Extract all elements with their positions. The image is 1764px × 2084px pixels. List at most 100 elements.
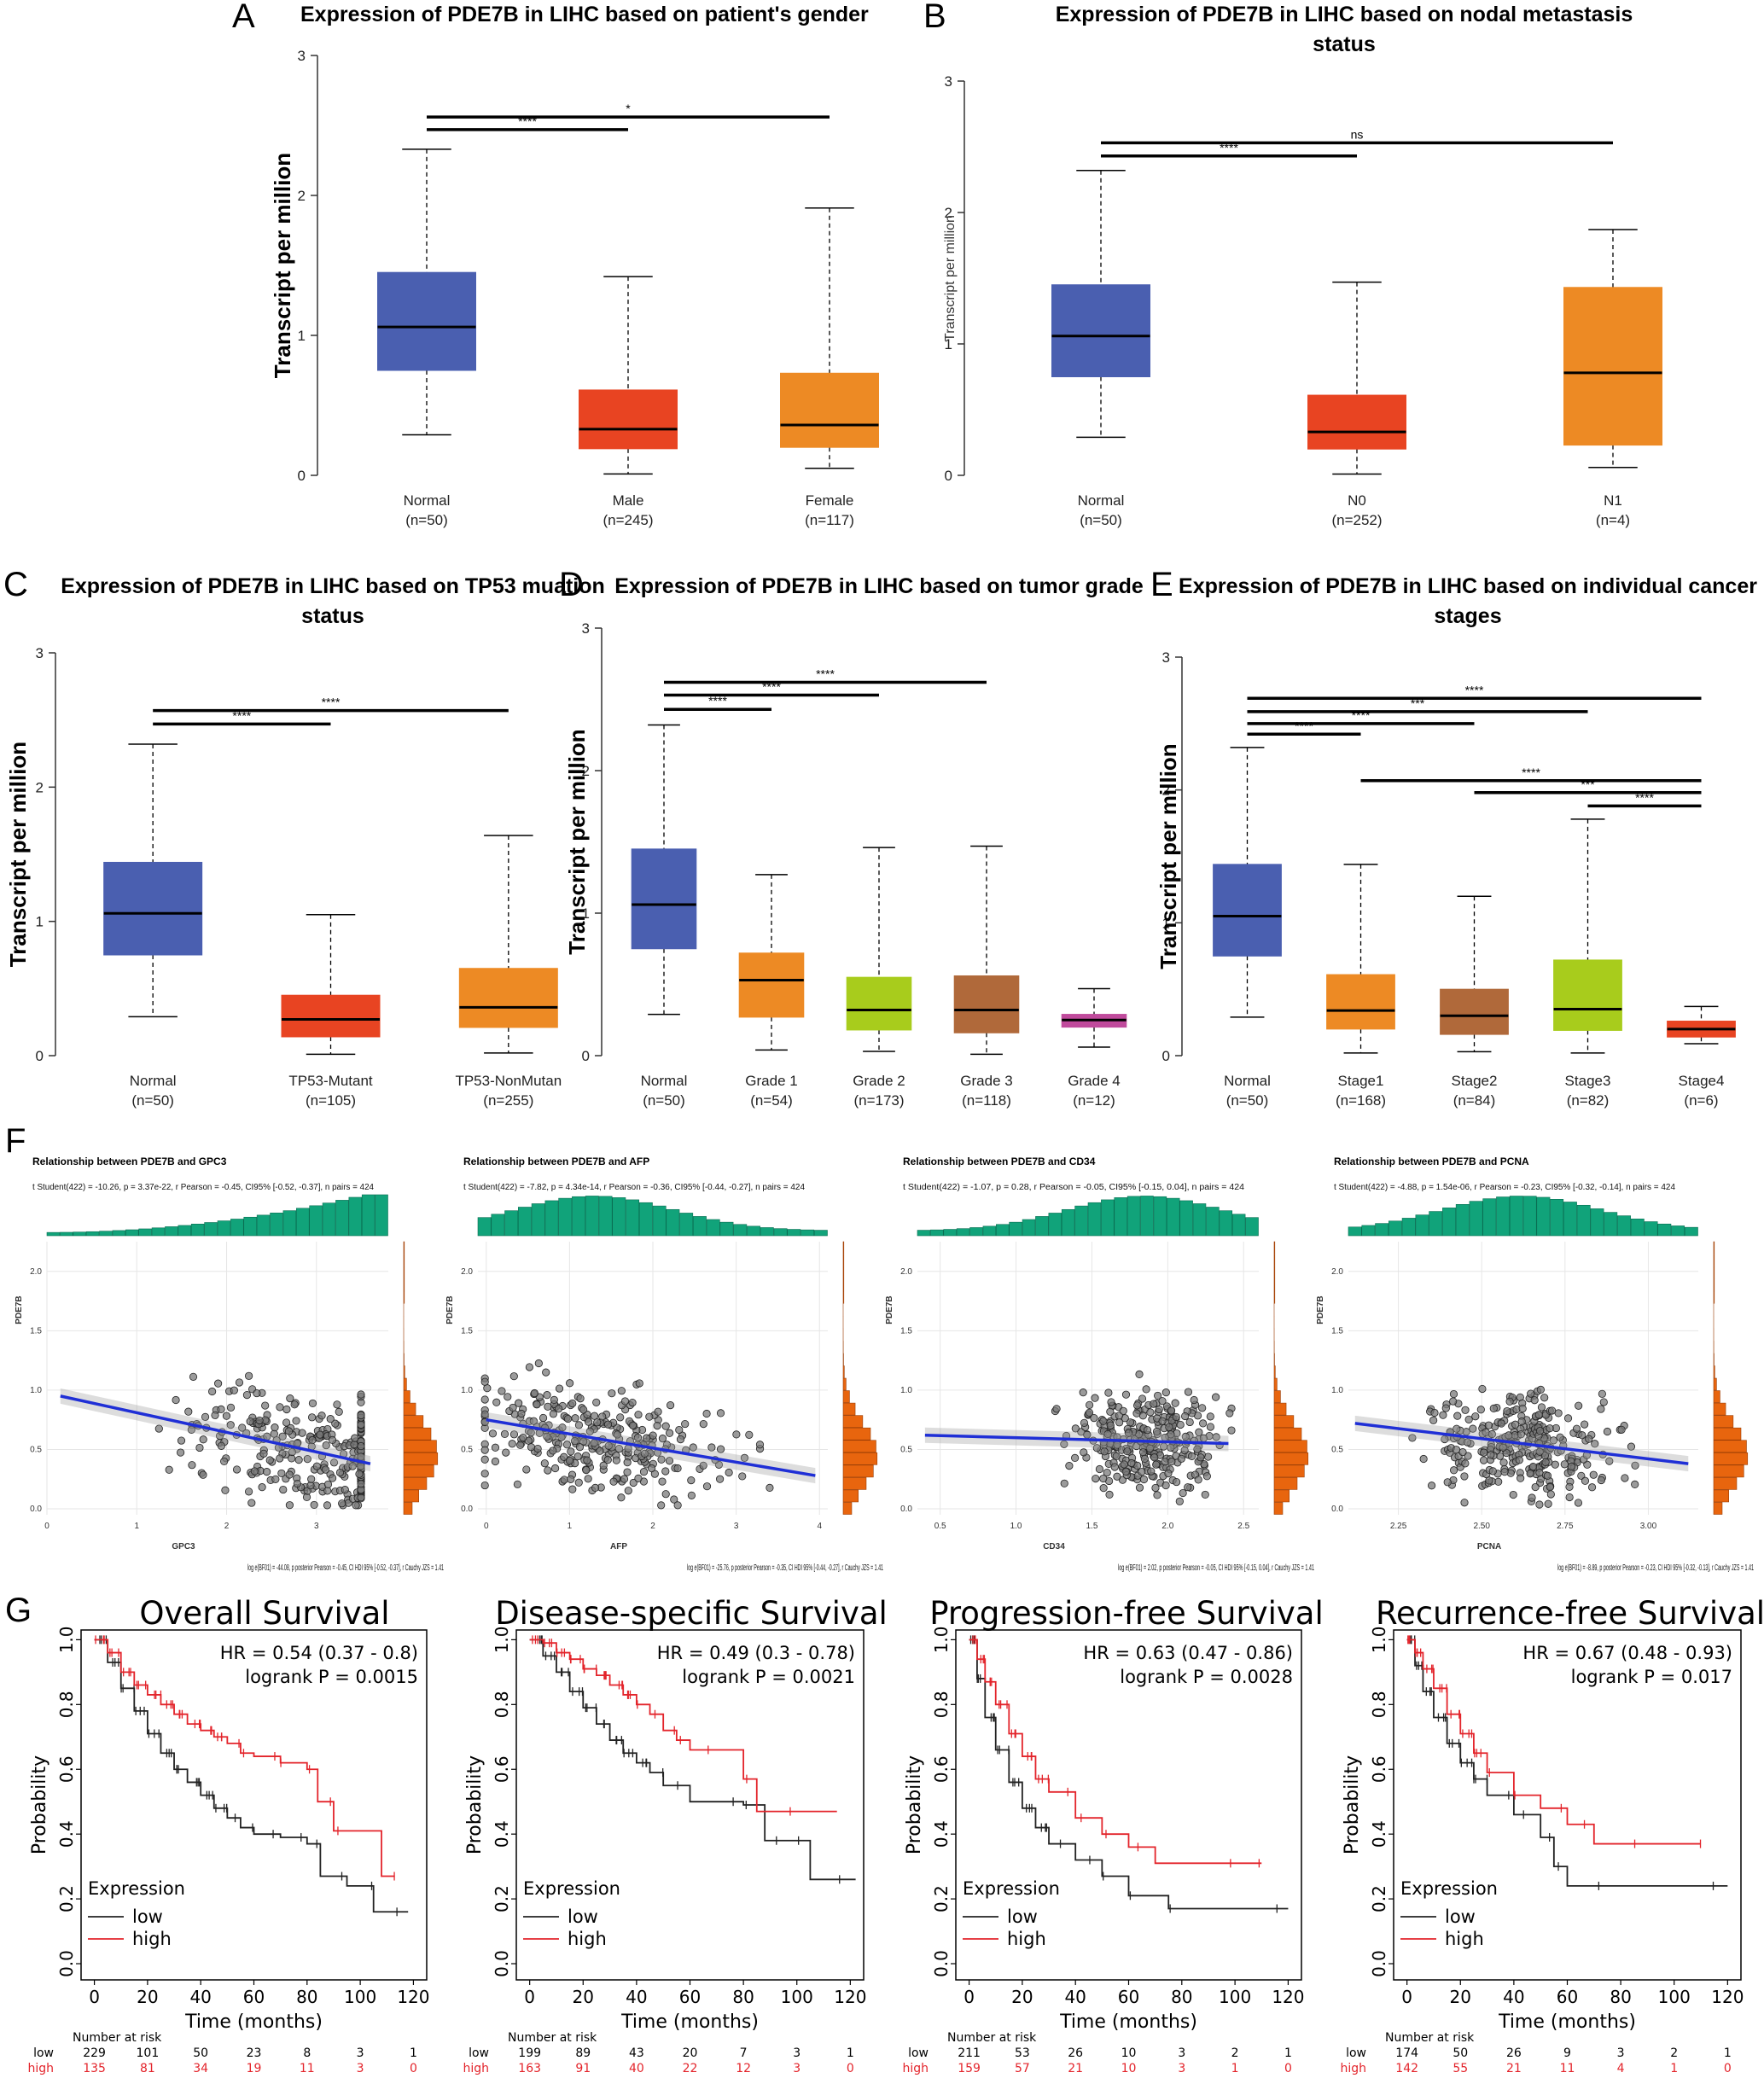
histogram-bar (1348, 1226, 1362, 1237)
risk-count-high: 3 (793, 2062, 800, 2075)
scatter-point (657, 1501, 666, 1510)
histogram-bar (930, 1229, 944, 1237)
y-tick-label: 1.0 (492, 1626, 512, 1653)
scatter-point (1196, 1453, 1205, 1462)
scatter-point (1194, 1476, 1202, 1484)
scatter-point (1535, 1427, 1545, 1435)
scatter-point (250, 1467, 259, 1476)
histogram-bar (693, 1216, 707, 1237)
scatter-point (1161, 1481, 1170, 1490)
survival-curve-high (94, 1639, 395, 1877)
scatter-point (282, 1405, 291, 1414)
scatter-point (351, 1434, 359, 1442)
histogram-bar (1273, 1254, 1276, 1266)
histogram-bar (1231, 1214, 1246, 1237)
scatter-point (1563, 1414, 1573, 1423)
scatter-point (658, 1435, 667, 1443)
scatter-point (1195, 1428, 1203, 1436)
scatter-point (1489, 1404, 1498, 1412)
y-tick-label: 0 (36, 1048, 44, 1064)
scatter-point (1146, 1408, 1155, 1417)
y-tick-label: 0.0 (931, 1950, 952, 1977)
scatter-point (1499, 1443, 1507, 1452)
y-tick-label: 0.2 (56, 1885, 77, 1912)
histogram-bar (1713, 1402, 1726, 1416)
scatter-point (1591, 1440, 1599, 1448)
scatter-point (1193, 1445, 1202, 1453)
scatter-point (1110, 1463, 1119, 1471)
scatter-point (1430, 1408, 1439, 1417)
scatter-point (1587, 1483, 1597, 1492)
risk-count-low: 2 (1231, 2046, 1239, 2060)
histogram-bar (1101, 1199, 1115, 1237)
scatter-point (1161, 1458, 1169, 1466)
x-axis-label: AFP (610, 1542, 627, 1551)
scatter-point (1119, 1406, 1127, 1415)
scatter-point (634, 1474, 643, 1482)
x-category-label: Normal (1224, 1073, 1271, 1089)
histogram-bar (1469, 1201, 1483, 1237)
legend-title: Expression (88, 1878, 185, 1899)
x-tick-label: 40 (189, 1987, 211, 2007)
x-category-n: (n=168) (1336, 1092, 1386, 1109)
x-category-label: Female (806, 492, 854, 509)
scatter-point (1499, 1458, 1508, 1467)
scatter-title: Relationship between PDE7B and AFP (463, 1156, 649, 1167)
scatter-point (687, 1476, 696, 1485)
scatter-point (513, 1480, 522, 1488)
scatter-point (323, 1501, 332, 1510)
risk-count-high: 1 (1231, 2062, 1239, 2075)
scatter-point (1631, 1461, 1639, 1470)
risk-count-high: 0 (847, 2062, 854, 2075)
y-tick-label: 1.0 (461, 1386, 473, 1395)
histogram-bar (800, 1229, 815, 1237)
scatter-point (504, 1393, 512, 1401)
scatter-point (1123, 1447, 1132, 1456)
y-tick-label: 2.0 (461, 1267, 473, 1277)
x-tick-label: 0.5 (934, 1522, 946, 1531)
scatter-point (1469, 1424, 1477, 1433)
survival-curve-high (969, 1639, 1262, 1865)
scatter-point (292, 1417, 300, 1425)
histogram-bar (1713, 1365, 1715, 1378)
risk-count-low: 53 (1015, 2046, 1030, 2060)
scatter-point (154, 1424, 163, 1433)
x-category-label: Grade 1 (745, 1073, 797, 1089)
scatter-point (1181, 1432, 1190, 1441)
x-tick-label: 1 (134, 1522, 139, 1531)
marginal-histogram-top (917, 1196, 1259, 1237)
x-tick-label: 1 (568, 1522, 573, 1531)
scatter-point (1565, 1493, 1574, 1502)
scatter-point (585, 1427, 594, 1435)
scatter-point (558, 1423, 567, 1432)
histogram-bar (1114, 1197, 1127, 1237)
x-tick-label: 60 (243, 1987, 265, 2007)
x-tick-label: 3 (314, 1522, 319, 1531)
y-tick-label: 0.5 (1331, 1445, 1343, 1454)
km-title: Recurrence-free Survival (1376, 1595, 1764, 1632)
x-axis-label: PCNA (1477, 1542, 1501, 1551)
scatter-bayes: log e(BF01) = -44.08, p posterior Pearso… (247, 1563, 444, 1573)
x-category-label: Male (613, 492, 644, 509)
scatter-point (640, 1449, 649, 1458)
scatter-point (666, 1401, 675, 1410)
scatter-point (308, 1399, 317, 1408)
histogram-bar (403, 1489, 419, 1503)
y-tick-label: 1.0 (900, 1386, 912, 1395)
y-axis-label: Transcript per million (5, 742, 31, 967)
scatter-point (740, 1453, 749, 1462)
scatter-point (321, 1465, 330, 1474)
scatter-point (1453, 1412, 1462, 1420)
histogram-bar (518, 1207, 532, 1237)
histogram-bar (842, 1266, 845, 1279)
scatter-point (623, 1458, 632, 1467)
histogram-bar (1361, 1225, 1376, 1237)
x-tick-label: 80 (732, 1987, 754, 2007)
scatter-point (616, 1413, 625, 1422)
histogram-bar (1442, 1208, 1456, 1237)
scatter-point (1527, 1389, 1535, 1398)
scatter-point (1115, 1418, 1124, 1427)
y-tick-label: 0.4 (56, 1820, 77, 1848)
histogram-bar (1536, 1196, 1551, 1237)
y-tick-label: 2 (1162, 783, 1170, 799)
